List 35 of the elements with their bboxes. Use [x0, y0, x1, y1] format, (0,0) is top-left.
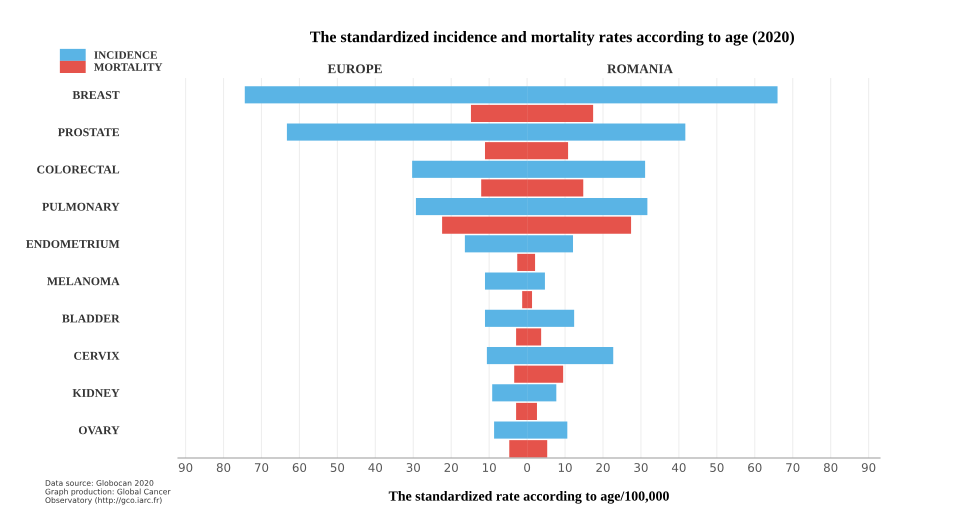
x-tick-label: 30 — [634, 463, 648, 472]
x-tick-label: 40 — [368, 463, 382, 472]
x-tick-label: 10 — [482, 463, 496, 472]
x-tick-label: 20 — [444, 463, 458, 472]
x-tick-label: 20 — [596, 463, 610, 472]
y-tick-label: KIDNEY — [72, 389, 120, 397]
x-tick-label: 80 — [824, 463, 838, 472]
y-tick-label: OVARY — [78, 426, 120, 434]
y-tick-label: ENDOMETRIUM — [26, 240, 120, 248]
y-tick-label: CERVIX — [74, 352, 120, 360]
y-tick-label: PULMONARY — [42, 202, 120, 211]
x-tick-label: 60 — [748, 463, 762, 472]
x-tick-label: 50 — [710, 463, 724, 472]
x-tick-label: 30 — [406, 463, 420, 472]
x-tick-label: 60 — [292, 463, 306, 472]
x-tick-label: 90 — [178, 463, 192, 472]
x-tick-label: 40 — [672, 463, 686, 472]
x-tick-label: 50 — [330, 463, 344, 472]
y-tick-label: BLADDER — [62, 314, 120, 322]
x-axis-title: The standardized rate according to age/100,000 — [388, 490, 669, 504]
legend-label: INCIDENCE — [94, 51, 157, 59]
y-tick-label: COLORECTAL — [37, 166, 120, 174]
x-tick-label: 80 — [216, 463, 230, 472]
x-tick-label: 70 — [254, 463, 268, 472]
text: ROMANIA — [607, 64, 673, 74]
x-tick-label: 0 — [524, 463, 530, 472]
x-tick-label: 90 — [862, 463, 876, 472]
chart-title: The standardized incidence and mortality rates according to age (2020) — [310, 31, 794, 46]
y-tick-label: BREAST — [72, 91, 120, 99]
legend-label: MORTALITY — [94, 63, 162, 71]
y-tick-label: MELANOMA — [47, 277, 120, 286]
y-tick-label: PROSTATE — [58, 128, 120, 136]
text: EUROPE — [328, 64, 382, 74]
x-tick-label: 70 — [786, 463, 800, 472]
x-tick-label: 10 — [558, 463, 572, 472]
